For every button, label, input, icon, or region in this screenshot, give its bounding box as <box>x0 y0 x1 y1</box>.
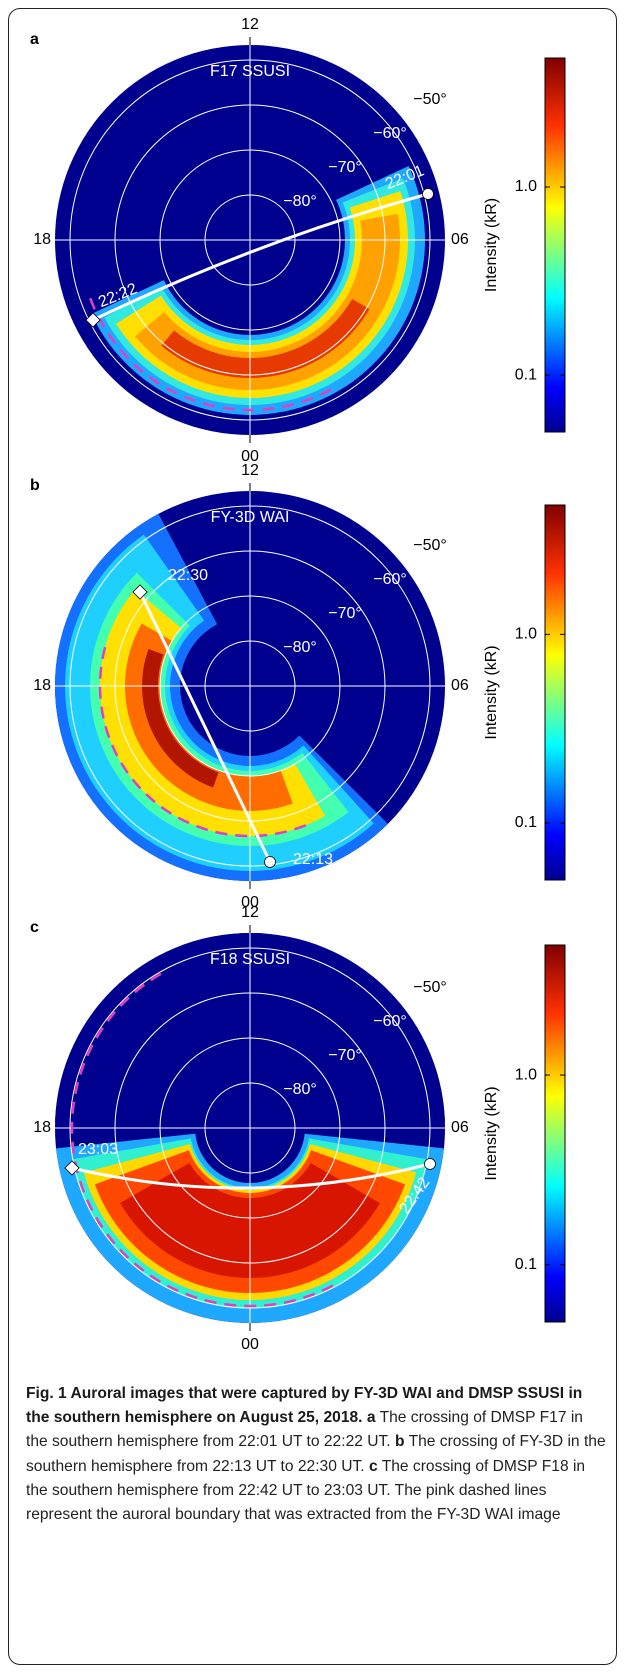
local-time-label: 18 <box>33 231 51 248</box>
colorbar-title: Intensity (kR) <box>483 198 500 292</box>
local-time-label: 00 <box>241 894 259 911</box>
auroral-boundary <box>71 972 340 1307</box>
track-time: 22:13 <box>293 851 333 868</box>
latitude-label: −70° <box>328 1047 362 1064</box>
latitude-label: −60° <box>373 125 407 142</box>
track-start <box>424 1158 436 1170</box>
colorbar-title: Intensity (kR) <box>483 1086 500 1180</box>
aurora-band <box>125 623 293 811</box>
local-time-label: 12 <box>241 904 259 921</box>
local-time-label: 06 <box>451 677 469 694</box>
latitude-label: −60° <box>373 1013 407 1030</box>
satellite-track <box>138 591 272 863</box>
auroral-boundary <box>89 297 336 412</box>
track-time: 23:03 <box>78 1141 118 1158</box>
local-time-label: 18 <box>33 677 51 694</box>
latitude-label: −80° <box>283 1081 317 1098</box>
aurora-band <box>142 649 219 788</box>
local-time-label: 06 <box>451 231 469 248</box>
panel-label: b <box>30 477 40 494</box>
local-time-label: 00 <box>241 1336 259 1353</box>
figure-frame <box>8 8 617 1665</box>
caption-title: Fig. 1 Auroral images that were captured… <box>26 1385 583 1427</box>
local-time-label: 06 <box>451 1119 469 1136</box>
track-time: 22:30 <box>168 567 208 584</box>
colorbar-tick-label: 1.0 <box>515 626 537 643</box>
panel-label: a <box>30 31 39 48</box>
colorbar <box>544 504 566 881</box>
latitude-label: −80° <box>283 639 317 656</box>
caption-label: b <box>394 1433 405 1451</box>
latitude-label: −70° <box>328 159 362 176</box>
caption-text: The crossing of DMSP F17 in the southern… <box>26 1409 583 1451</box>
panel: b FY-3D WAI −50° −60° −70° −80° 12 00 18 06 22:13 2… <box>30 462 566 911</box>
track-end <box>132 584 148 600</box>
local-time-label: 18 <box>33 1119 51 1136</box>
track-end <box>64 1160 80 1176</box>
colorbar-tick-label: 0.1 <box>515 814 537 831</box>
latitude-label: −50° <box>413 91 447 108</box>
colorbar <box>544 944 566 1323</box>
latitude-label: −80° <box>283 193 317 210</box>
local-time-label: 12 <box>241 16 259 33</box>
caption-text: The crossing of DMSP F18 in the southern… <box>26 1457 586 1524</box>
caption-label: c <box>368 1457 378 1475</box>
panel-label: c <box>30 919 39 936</box>
latitude-label: −70° <box>328 605 362 622</box>
colorbar <box>544 57 566 433</box>
track-end <box>85 312 101 328</box>
colorbar-title: Intensity (kR) <box>483 645 500 739</box>
aurora-band <box>161 299 370 379</box>
colorbar-tick-label: 0.1 <box>515 1256 537 1273</box>
colorbar-tick-label: 1.0 <box>515 1066 537 1083</box>
local-time-label: 12 <box>241 462 259 479</box>
track-start <box>264 856 276 868</box>
latitude-label: −50° <box>413 979 447 996</box>
instrument-label: FY-3D WAI <box>211 509 290 526</box>
satellite-track <box>71 1162 431 1190</box>
instrument-label: F17 SSUSI <box>210 63 290 80</box>
track-start <box>422 188 434 200</box>
caption: Fig. 1 Auroral images that were captured… <box>26 1382 608 1527</box>
colorbar-tick-label: 0.1 <box>515 366 537 383</box>
latitude-label: −50° <box>413 537 447 554</box>
latitude-label: −60° <box>373 571 407 588</box>
satellite-track <box>92 192 429 322</box>
local-time-label: 00 <box>241 448 259 465</box>
caption-text: The crossing of FY-3D in the southern he… <box>26 1433 606 1475</box>
instrument-label: F18 SSUSI <box>210 951 290 968</box>
auroral-boundary <box>98 646 314 838</box>
colorbar-tick-label: 1.0 <box>515 178 537 195</box>
caption-label: a <box>366 1409 376 1427</box>
